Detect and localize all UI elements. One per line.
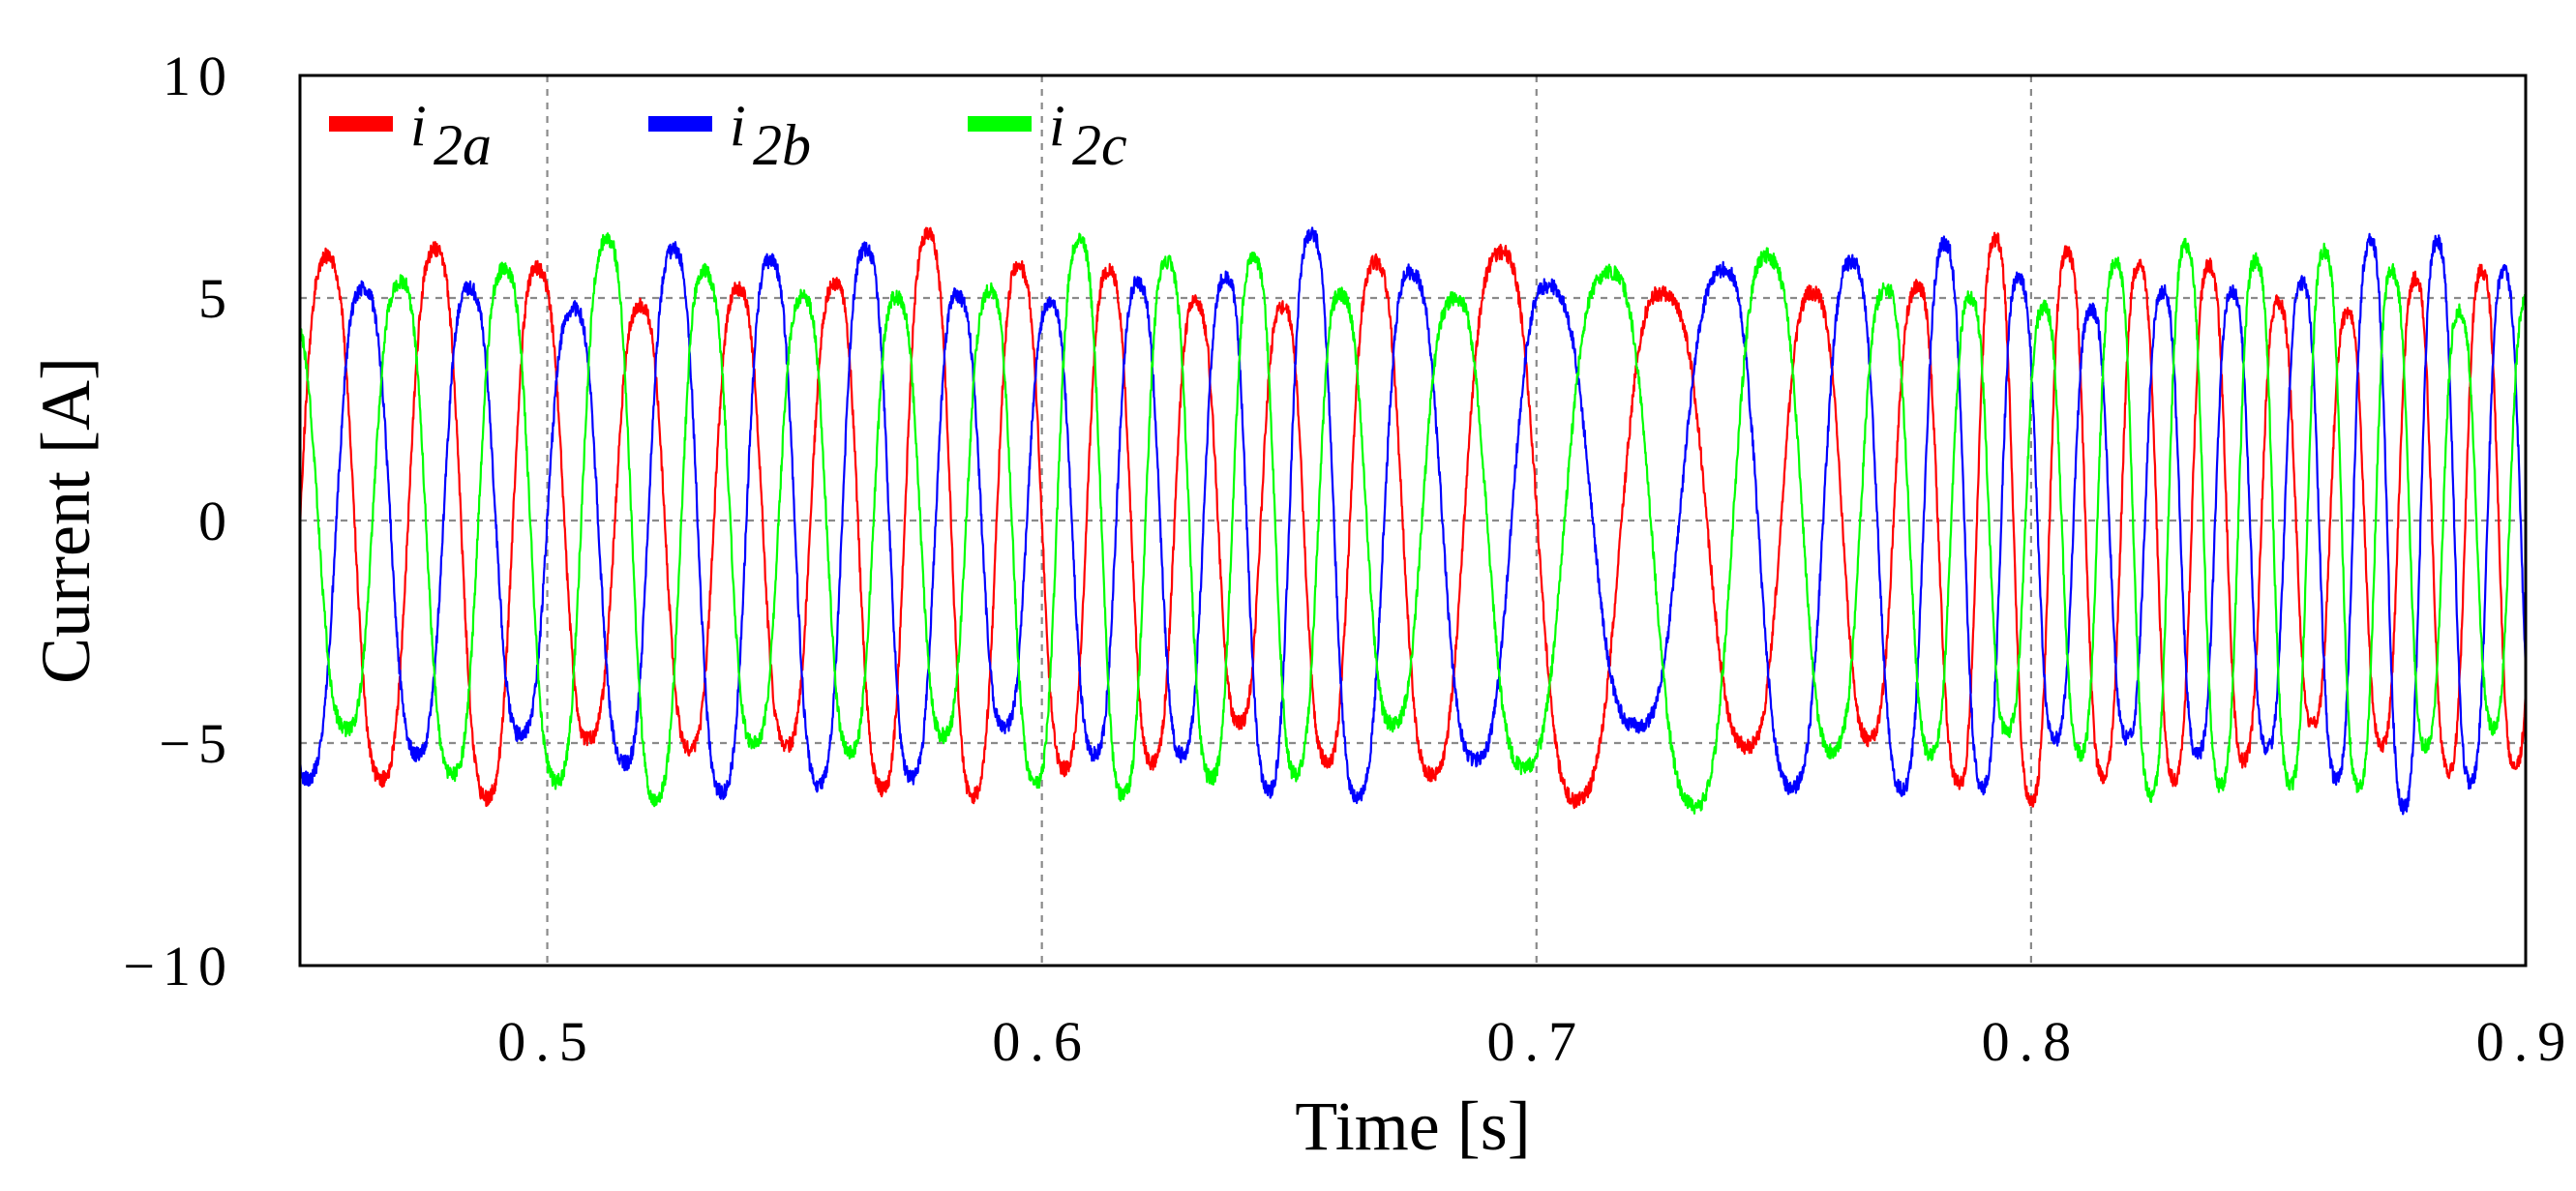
x-tick-label-4: 0.9 xyxy=(2476,1010,2576,1073)
x-tick-label-3: 0.8 xyxy=(1982,1010,2082,1073)
y-axis-label: Current [A] xyxy=(27,357,105,684)
y-tick-label-2: 0 xyxy=(198,490,234,552)
series-line-i_2c xyxy=(298,232,2527,815)
legend-subscript-i_2b: 2b xyxy=(753,113,811,177)
legend-swatch-i_2a xyxy=(329,116,393,132)
legend-item-i_2b: i 2b xyxy=(648,94,811,177)
x-tick-label-2: 0.7 xyxy=(1487,1010,1587,1073)
legend-subscript-i_2a: 2a xyxy=(434,113,492,177)
y-tick-label-0: 10 xyxy=(163,45,234,107)
grid-layer xyxy=(300,75,2526,966)
legend-label-i_2b: i xyxy=(730,94,746,158)
y-tick-label-3: −5 xyxy=(159,712,234,775)
plot-layer xyxy=(298,226,2528,816)
x-axis-label: Time [s] xyxy=(1295,1087,1530,1165)
legend-label-i_2a: i xyxy=(410,94,427,158)
axes-layer xyxy=(298,74,2528,968)
x-tick-label-0: 0.5 xyxy=(497,1010,597,1073)
legend-swatch-i_2c xyxy=(968,116,1032,132)
legend-item-i_2a: i 2a xyxy=(329,94,492,177)
legend-subscript-i_2c: 2c xyxy=(1072,113,1127,177)
x-tick-label-1: 0.6 xyxy=(992,1010,1092,1073)
legend: i 2a i 2b i 2c xyxy=(329,94,1127,177)
series-line-i_2a xyxy=(298,226,2528,810)
legend-item-i_2c: i 2c xyxy=(968,94,1127,177)
legend-label-i_2c: i xyxy=(1049,94,1065,158)
legend-swatch-i_2b xyxy=(648,116,712,132)
ticks-layer: 0.5 0.6 0.7 0.8 0.9 10 5 0 −5 −10 xyxy=(123,45,2576,1073)
plot-frame xyxy=(298,74,2528,968)
y-tick-label-4: −10 xyxy=(123,935,234,997)
y-tick-label-1: 5 xyxy=(198,267,234,330)
series-line-i_2b xyxy=(298,226,2528,816)
